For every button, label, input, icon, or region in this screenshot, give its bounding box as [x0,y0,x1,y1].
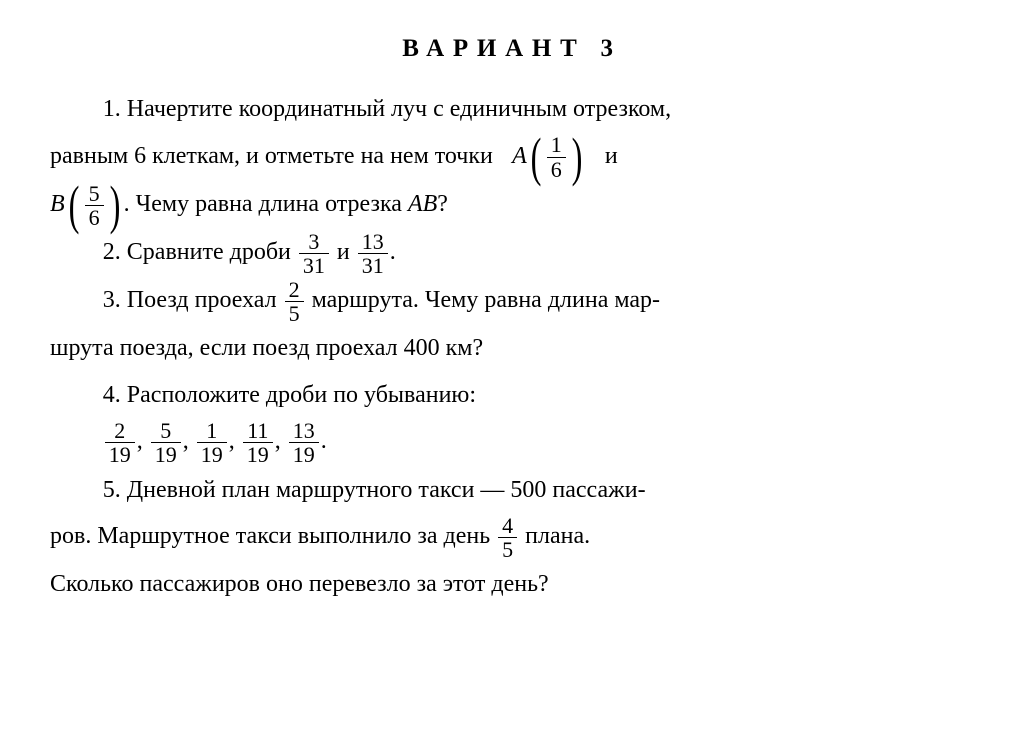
problem-text: шрута поезда, если поезд проехал 400 км? [50,335,483,361]
frac-den: 19 [197,443,227,466]
frac-num: 13 [358,230,388,254]
period: . [124,191,130,217]
point-label-a: A [512,143,527,169]
frac-num: 5 [151,419,181,443]
variant-title: ВАРИАНТ 3 [50,25,974,74]
fraction-4: 1119 [243,419,273,466]
fraction-1: 331 [299,230,329,277]
problem-3-line2: шрута поезда, если поезд проехал 400 км? [50,325,974,372]
problem-text: ров. Маршрутное такси выполнило за день [50,523,490,549]
problem-text: плана. [525,523,590,549]
fraction-b: (56) [65,182,124,229]
frac-num: 2 [285,278,304,302]
frac-num: 1 [197,419,227,443]
frac-den: 6 [85,206,104,229]
problem-5: 5. Дневной план маршрутного такси — 500 … [50,467,974,514]
frac-den: 19 [243,443,273,466]
problem-3: 3. Поезд проехал 25 маршрута. Чему равна… [50,277,974,325]
problem-4-fracs: 219, 519, 119, 1119, 1319. [50,418,974,466]
problem-text: Поезд проехал [127,287,277,313]
frac-num: 1 [547,133,566,157]
problem-text: Расположите дроби по убыванию: [127,382,476,408]
frac-den: 5 [285,302,304,325]
comma: , [183,428,189,454]
frac-num: 5 [85,182,104,206]
and-text: и [337,239,350,265]
qmark: ? [437,191,448,217]
fraction-3: 119 [197,419,227,466]
frac-den: 19 [105,443,135,466]
comma: , [229,428,235,454]
problem-num: 3. [103,287,121,313]
problem-num: 2. [103,239,121,265]
problem-text: Чему равна длина отрезка [136,191,402,217]
frac-den: 19 [151,443,181,466]
problem-1-line3: B(56). Чему равна длина отрезка AB? [50,181,974,229]
comma: , [275,428,281,454]
period: . [390,239,396,265]
frac-den: 19 [289,443,319,466]
problem-num: 4. [103,382,121,408]
problem-text: Сколько пассажиров оно перевезло за этот… [50,571,549,597]
problem-5-line2: ров. Маршрутное такси выполнило за день … [50,513,974,561]
frac-den: 31 [299,254,329,277]
problem-text: маршрута. Чему равна длина мар- [312,287,660,313]
problem-text: Начертите координатный луч с единичным о… [127,96,671,122]
problem-text: Сравните дроби [127,239,291,265]
frac-num: 2 [105,419,135,443]
problem-num: 1. [103,96,121,122]
frac-den: 6 [547,158,566,181]
comma: , [137,428,143,454]
problem-2: 2. Сравните дроби 331 и 1331. [50,229,974,277]
frac-num: 3 [299,230,329,254]
frac-num: 13 [289,419,319,443]
fraction-2: 519 [151,419,181,466]
fraction: 45 [498,514,517,561]
frac-den: 5 [498,538,517,561]
fraction: 25 [285,278,304,325]
problem-text: равным 6 клеткам, и отметьте на нем точк… [50,143,493,169]
frac-den: 31 [358,254,388,277]
problem-text: Дневной план маршрутного такси — 500 пас… [127,477,646,503]
fraction-a: (16) [527,133,586,180]
fraction-1: 219 [105,419,135,466]
and-text: и [605,143,618,169]
problem-5-line3: Сколько пассажиров оно перевезло за этот… [50,561,974,608]
problem-num: 5. [103,477,121,503]
problem-1: 1. Начертите координатный луч с единичны… [50,86,974,133]
fraction-2: 1331 [358,230,388,277]
frac-num: 4 [498,514,517,538]
frac-num: 11 [243,419,273,443]
segment-label: AB [408,191,437,217]
point-label-b: B [50,191,65,217]
problem-1-line2: равным 6 клеткам, и отметьте на нем точк… [50,133,974,181]
period: . [321,428,327,454]
fraction-5: 1319 [289,419,319,466]
problem-4: 4. Расположите дроби по убыванию: [50,372,974,419]
